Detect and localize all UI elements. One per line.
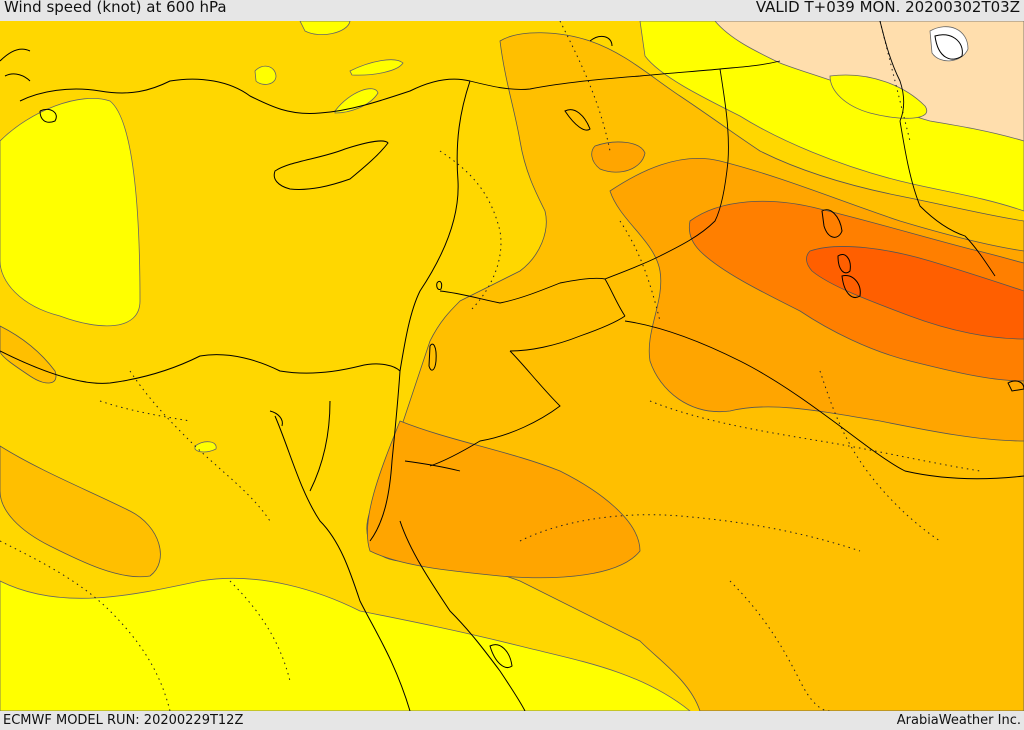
credit: ArabiaWeather Inc.	[896, 713, 1021, 728]
speed-band-2-patch	[591, 141, 646, 173]
coastlines	[0, 34, 1024, 711]
low-speed-area-south	[0, 578, 691, 711]
low-speed-patch-3	[334, 88, 379, 114]
dotted-borders	[0, 21, 981, 711]
speed-band-1-westcoast	[0, 325, 57, 384]
low-speed-patch-2	[349, 59, 404, 76]
map-title: Wind speed (knot) at 600 hPa	[4, 0, 227, 16]
model-run: ECMWF MODEL RUN: 20200229T12Z	[3, 713, 244, 728]
map-footer: ECMWF MODEL RUN: 20200229T12Z ArabiaWeat…	[0, 711, 1024, 729]
map-header: Wind speed (knot) at 600 hPa VALID T+039…	[0, 0, 1024, 21]
low-speed-patch-1	[254, 65, 277, 85]
map-canvas	[0, 21, 1024, 711]
country-borders	[404, 21, 1024, 480]
low-speed-patch-5	[299, 21, 351, 35]
valid-time: VALID T+039 MON. 20200302T03Z	[755, 0, 1020, 16]
low-speed-area-west	[0, 98, 141, 327]
low-speed-patch-4	[194, 441, 217, 453]
wind-speed-map[interactable]	[0, 21, 1024, 711]
speed-band-2-south	[366, 420, 641, 579]
speed-band-1-west	[0, 445, 161, 578]
speed-band-4	[806, 246, 1024, 340]
light-patch-ne	[829, 74, 928, 119]
